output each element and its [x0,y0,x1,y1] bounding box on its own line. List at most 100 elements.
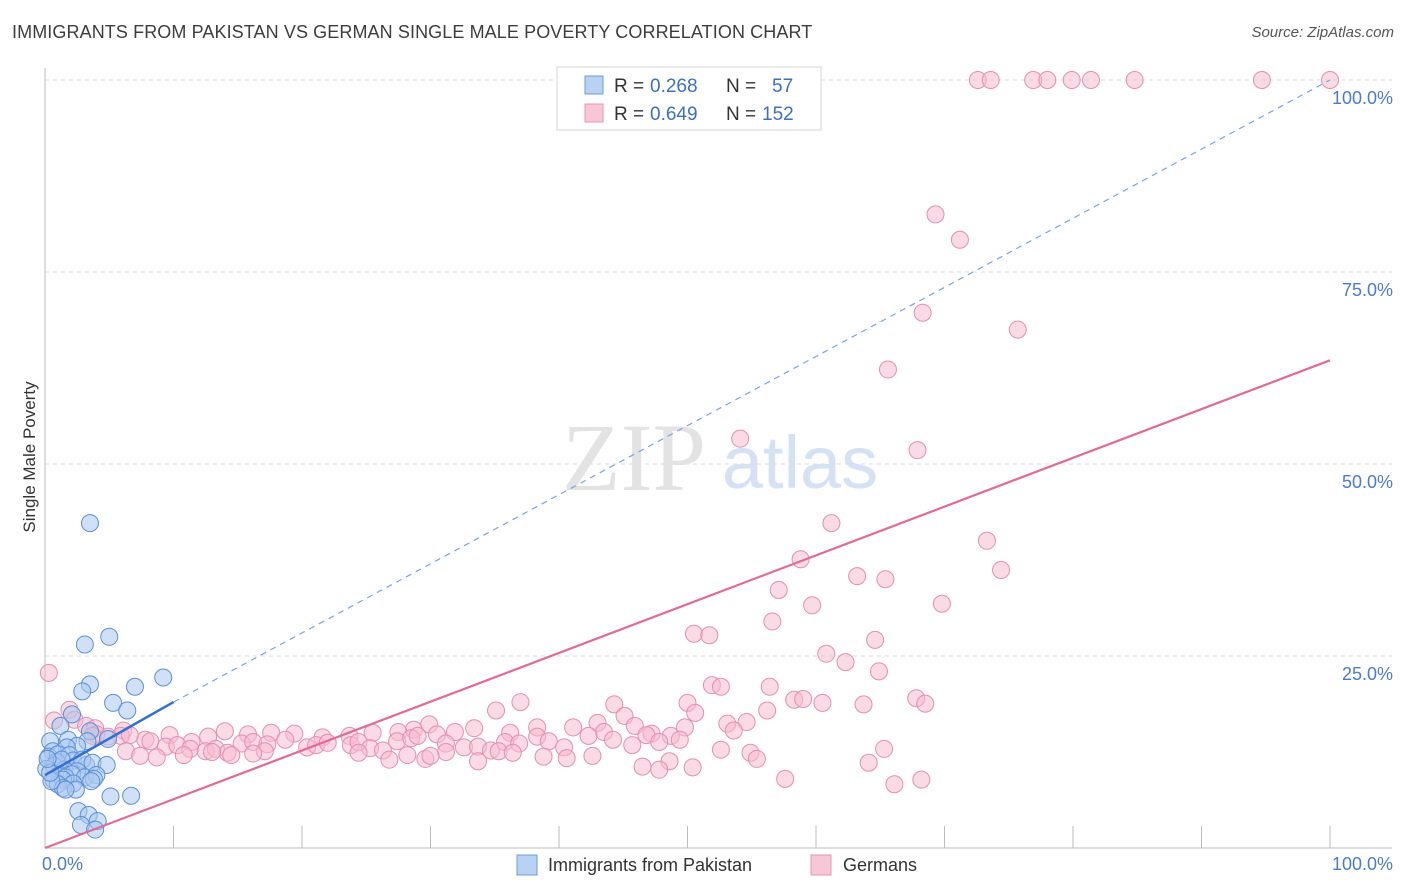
germans-point-5 [1081,71,1100,89]
pakistan-point-6 [125,677,144,696]
germans-point-27 [763,612,782,631]
germans-point-142 [398,746,417,765]
pakistan-point-4 [154,668,173,687]
germans-point-141 [380,750,399,769]
pakistan-point-48 [101,787,120,806]
pakistan-point-46 [56,780,75,799]
pakistan-point-56 [38,749,57,768]
legend-swatch-blue [584,75,604,95]
germans-point-10 [950,230,969,249]
pakistan-point-0 [80,514,99,533]
tick-labels: 25.0% 50.0% 75.0% 100.0% 0.0% 100.0% [42,88,1393,874]
y-axis-title: Single Male Poverty [20,381,39,533]
legend-swatch-pink [584,103,604,123]
germans-point-25 [684,624,703,643]
pakistan-trend-line [44,700,175,777]
germans-point-4 [1062,71,1081,89]
germans-trend-line [44,359,1331,850]
germans-point-46 [758,701,777,720]
germans-point-48 [487,701,506,720]
germans-point-60 [724,721,743,740]
germans-point-130 [436,743,455,761]
legend-n-label-blue: N = [726,76,756,97]
germans-point-12 [913,303,932,322]
germans-point-39 [813,693,832,712]
germans-point-117 [539,732,558,751]
germans-point-69 [465,719,484,738]
bottom-legend-label-blue: Immigrants from Pakistan [548,855,752,875]
germans-point-66 [564,718,583,737]
germans-point-148 [633,757,652,776]
legend-n-value-blue: 57 [772,76,793,97]
germans-point-128 [583,746,602,765]
bottom-legend-swatch-blue [516,854,538,876]
pakistan-point-8 [118,701,137,720]
grid [45,79,1392,657]
y-tick-label-0: 25.0% [1342,664,1393,684]
germans-point-23 [803,596,822,615]
y-tick-label-3: 100.0% [1332,88,1393,108]
germans-point-35 [760,677,779,696]
germans-point-154 [912,770,931,789]
y-tick-label-1: 50.0% [1342,472,1393,492]
germans-point-29 [817,644,836,663]
pakistan-trend-extension [173,79,1331,703]
germans-point-24 [932,594,951,613]
germans-point-138 [174,746,193,765]
germans-point-123 [650,733,669,752]
germans-point-16 [822,514,841,533]
germans-point-31 [869,662,888,681]
germans-point-124 [670,730,689,749]
germans-point-153 [776,769,795,788]
germans-point-17 [977,531,996,550]
germans-point-137 [147,748,166,767]
legend-r-value-blue: 0.268 [650,76,698,97]
bottom-legend-swatch-pink [810,854,832,876]
germans-point-32 [39,663,58,682]
germans-point-88 [141,732,160,751]
pakistan-point-41 [82,772,101,791]
x-tick-label-min: 0.0% [42,854,83,874]
legend-r-label-blue: R = [614,76,644,97]
y-tick-label-2: 75.0% [1342,280,1393,300]
trend-lines [44,79,1331,850]
germans-point-22 [769,580,788,599]
germans-point-26 [700,626,719,645]
germans-point-143 [421,746,440,765]
germans-point-40 [854,695,873,714]
germans-point-133 [222,746,241,765]
axes [44,68,1392,849]
germans-point-28 [866,630,885,649]
germans-point-134 [203,743,222,761]
germans-point-44 [605,695,624,714]
germans-point-43 [511,693,530,712]
germans-point-139 [244,744,263,763]
germans-point-140 [349,743,368,762]
germans-point-20 [848,567,867,586]
germans-point-11 [1008,320,1027,339]
germans-point-121 [623,736,642,755]
watermark-zip: ZIP [562,404,706,511]
germans-point-42 [916,694,935,713]
bottom-legend-label-pink: Germans [843,855,917,875]
germans-point-14 [908,441,927,460]
watermark: ZIP atlas [562,404,878,511]
germans-point-120 [603,730,622,749]
series-legend: Immigrants from Pakistan Germans [516,854,917,876]
x-tick-label-max: 100.0% [1332,854,1393,874]
germans-point-144 [469,752,488,771]
germans-point-146 [534,747,553,766]
germans-point-6 [1125,71,1144,89]
germans-point-38 [794,690,813,709]
germans-point-47 [686,703,705,722]
germans-point-21 [876,570,895,589]
germans-point-15 [731,429,750,448]
legend-r-value-pink: 0.649 [650,104,698,125]
germans-point-152 [885,775,904,794]
germans-point-156 [683,758,702,777]
pakistan-point-10 [51,716,70,735]
germans-point-13 [878,360,897,379]
germans-point-34 [711,677,730,696]
legend-n-label-pink: N = [726,104,756,125]
